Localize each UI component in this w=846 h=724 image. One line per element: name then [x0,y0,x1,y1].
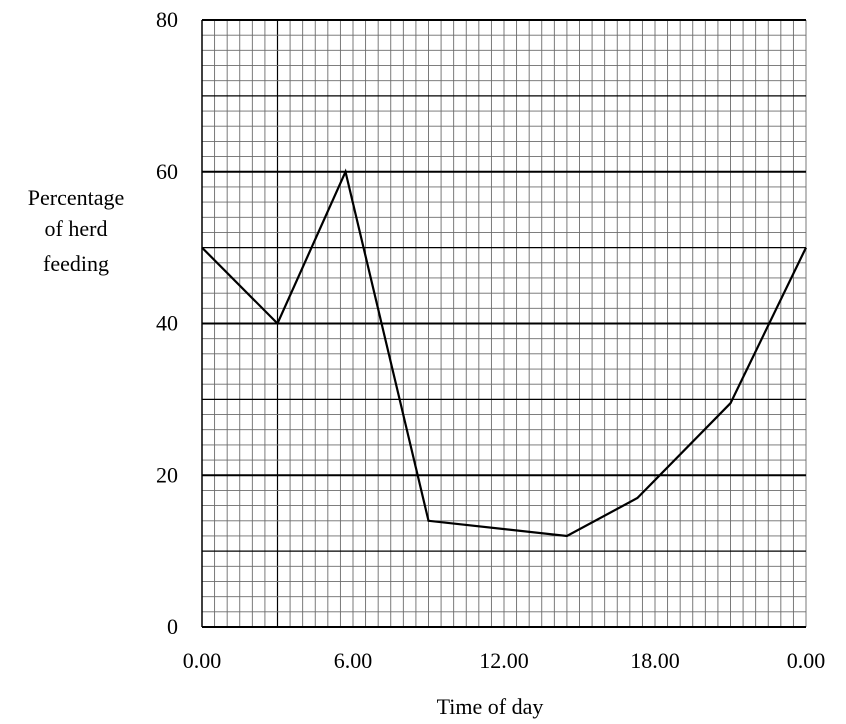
x-tick-label: 0.00 [183,648,222,673]
x-tick-label: 18.00 [630,648,680,673]
y-tick-label: 60 [156,159,178,184]
y-tick-label: 80 [156,7,178,32]
y-tick-label: 0 [167,614,178,639]
axes [201,20,806,628]
y-tick-label: 40 [156,311,178,336]
y-tick-label: 20 [156,462,178,487]
y-tick-labels: 0 20 40 60 80 [156,7,178,639]
x-tick-label: 12.00 [479,648,529,673]
x-axis-label: Time of day [437,694,544,719]
x-tick-labels: 0.00 6.00 12.00 18.00 0.00 [183,648,826,673]
ylabel-line-2: of herd [45,216,108,241]
x-tick-label: 0.00 [787,648,826,673]
ylabel-line-3: feeding [43,251,109,276]
x-tick-label: 6.00 [334,648,373,673]
series [201,168,807,538]
ylabel-line-1: Percentage [28,185,125,210]
grid [201,19,807,628]
series-line [201,168,807,538]
